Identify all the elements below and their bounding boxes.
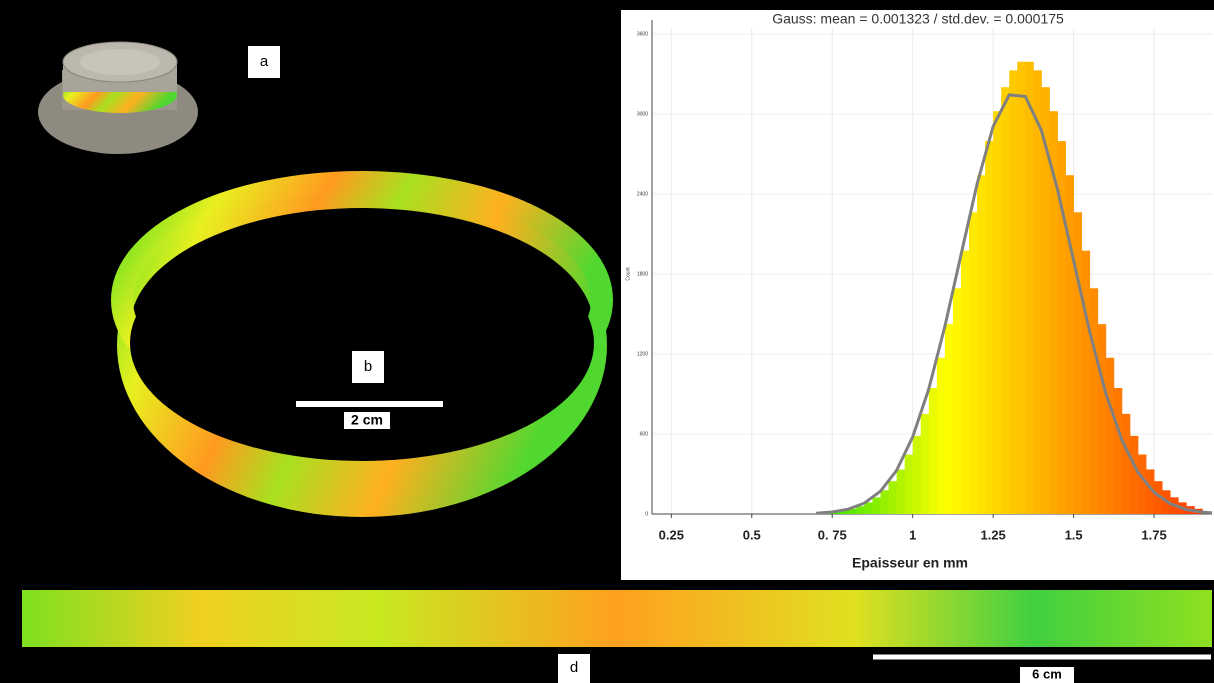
chart-title: Gauss: mean = 0.001323 / std.dev. = 0.00…	[772, 11, 1064, 27]
ring-scan	[111, 171, 613, 517]
bar	[1146, 469, 1155, 514]
bar	[1113, 388, 1123, 514]
x-tick-label: 1.25	[980, 527, 1005, 542]
bar	[864, 502, 873, 514]
x-tick-label: 1	[909, 527, 916, 542]
bar	[1137, 454, 1147, 514]
x-tick-label: 1.75	[1141, 527, 1166, 542]
label-box	[558, 654, 590, 683]
x-tick-label: 0. 75	[818, 527, 847, 542]
bar	[1081, 250, 1091, 514]
gauss-curve	[815, 93, 1212, 514]
bar	[1041, 87, 1050, 514]
x-tick-label: 1.5	[1065, 527, 1083, 542]
bar	[1049, 111, 1058, 514]
panel-label: a	[260, 53, 269, 70]
bar	[872, 497, 881, 514]
y-tick-label: 1800	[637, 271, 648, 277]
y-tick-label: 600	[640, 431, 649, 437]
y-tick-label: 0	[645, 511, 648, 517]
bar	[904, 454, 914, 514]
x-tick-label: 0.25	[659, 527, 684, 542]
bar	[1017, 61, 1026, 514]
bar	[848, 508, 857, 514]
bar	[856, 506, 865, 514]
bar	[993, 111, 1002, 514]
bar	[936, 357, 946, 514]
bar	[977, 175, 986, 514]
bar	[1105, 357, 1115, 514]
bar	[985, 141, 994, 514]
bar	[1073, 212, 1083, 514]
label-box	[352, 351, 384, 383]
bar	[1097, 324, 1107, 514]
x-axis-label: Epaisseur en mm	[852, 555, 968, 571]
bar	[944, 324, 954, 514]
bar	[896, 469, 906, 514]
bar	[1065, 175, 1075, 514]
bar	[880, 490, 889, 514]
bar	[888, 481, 897, 514]
bar	[960, 250, 970, 514]
scale-label: 6 cm	[1032, 666, 1062, 681]
bar	[1129, 435, 1139, 514]
y-tick-label: 3600	[637, 31, 648, 37]
bar	[928, 388, 938, 514]
label-box	[1020, 667, 1074, 683]
bar	[1121, 413, 1131, 514]
bar	[840, 510, 849, 514]
object-photo	[38, 41, 198, 154]
y-tick-label: 1200	[637, 351, 648, 357]
bar	[1033, 70, 1042, 514]
bar	[920, 413, 930, 514]
bar	[832, 511, 841, 514]
bar	[1025, 61, 1034, 514]
plot: 0 600 1200 1800 2400 3000 3600 0.25 0.5 0. 75 1 1.2…	[637, 20, 1212, 542]
plot-area	[815, 61, 1212, 514]
y-tick-label: 2400	[637, 191, 648, 197]
bar	[1057, 141, 1066, 514]
scale-label: 2 cm	[351, 412, 383, 428]
x-tick-label: 0.5	[743, 527, 761, 542]
bar	[1001, 87, 1010, 514]
bar	[952, 288, 962, 514]
unrolled-scan	[22, 590, 1212, 647]
bar	[1154, 481, 1163, 514]
bar	[1009, 70, 1018, 514]
bar	[969, 212, 978, 514]
bar	[912, 435, 922, 514]
y-axis-label: Count	[625, 267, 631, 281]
bar	[1089, 288, 1099, 514]
label-box	[248, 46, 280, 78]
label-box	[344, 412, 390, 429]
panel-label: b	[364, 358, 372, 375]
y-tick-label: 3000	[637, 111, 648, 117]
panel-label: d	[570, 659, 578, 676]
